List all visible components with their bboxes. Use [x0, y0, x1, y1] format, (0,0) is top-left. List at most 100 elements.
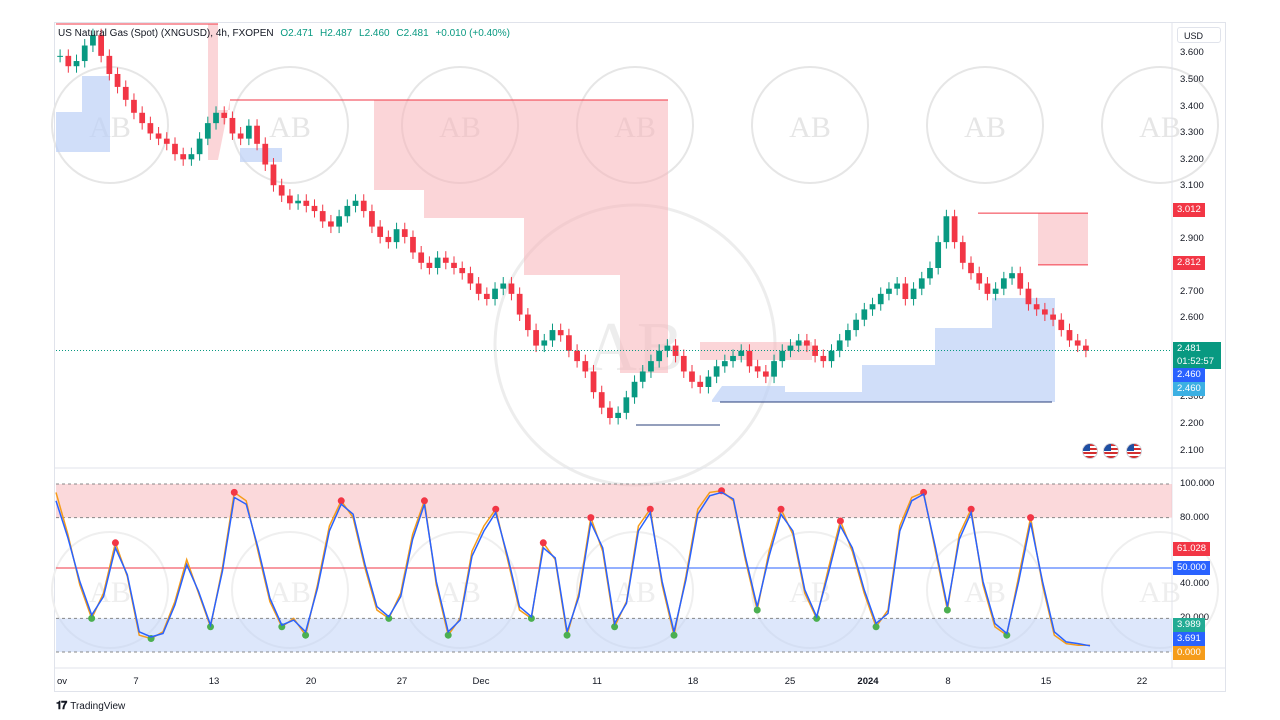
candle-body: [689, 371, 695, 382]
us-flag-icon[interactable]: [1103, 443, 1119, 459]
last-price-tag: 2.481: [1173, 342, 1221, 356]
bar-countdown-tag: 01:52:57: [1173, 355, 1221, 369]
sell-signal-dot: [646, 505, 654, 513]
candle-body: [795, 340, 802, 346]
candle-body: [590, 371, 597, 393]
candle-body: [1083, 345, 1089, 351]
candle-body: [385, 236, 392, 243]
candle-body: [131, 99, 137, 113]
price-tag-resistance-low: 2.812: [1173, 256, 1205, 270]
candle-body: [845, 330, 851, 341]
candle-body: [270, 164, 277, 186]
candle-body: [1074, 340, 1081, 346]
watermark-text: AB: [964, 111, 1006, 144]
support-zone: [712, 298, 1055, 402]
candle-body: [172, 143, 178, 155]
candle-body: [820, 355, 827, 362]
buy-signal-dot: [563, 631, 571, 639]
candle-body: [680, 355, 687, 372]
candle-body: [336, 216, 342, 227]
candle-body: [467, 273, 474, 284]
oscillator-tick: 80.000: [1180, 512, 1210, 523]
candle-body: [787, 345, 794, 351]
candle-body: [648, 361, 654, 372]
candle-body: [245, 125, 252, 139]
currency-selector[interactable]: USD: [1177, 27, 1221, 43]
time-tick: 15: [1040, 676, 1052, 687]
candle-body: [278, 185, 285, 196]
candle-body: [303, 200, 310, 206]
candle-body: [886, 288, 892, 294]
candle-body: [114, 73, 121, 87]
time-tick: 2024: [857, 676, 879, 687]
sell-signal-dot: [967, 505, 975, 513]
change-value: +0.010 (+0.40%): [435, 28, 510, 39]
oscillator-tick: 20.000: [1180, 612, 1209, 623]
candle-body: [762, 371, 769, 377]
candle-body: [229, 117, 236, 134]
sell-signal-dot: [230, 488, 238, 496]
candle-body: [771, 361, 777, 377]
price-tick: 2.900: [1180, 233, 1204, 244]
candle-body: [328, 221, 334, 227]
candle-body: [639, 371, 646, 382]
price-tick: 3.500: [1180, 74, 1204, 85]
buy-signal-dot: [444, 631, 452, 639]
oscillator-tick: 40.000: [1180, 578, 1210, 589]
candle-body: [533, 330, 539, 346]
candle-body: [524, 314, 531, 331]
watermark-text: AB: [789, 111, 831, 144]
buy-signal-dot: [872, 623, 880, 631]
candle-body: [393, 229, 400, 243]
price-tag-support-a: 2.460: [1173, 368, 1205, 382]
candle-body: [705, 376, 712, 387]
brand-label: TradingView: [70, 701, 126, 712]
price-tick: 3.600: [1180, 47, 1204, 58]
candle-body: [500, 283, 507, 289]
candle-body: [57, 55, 63, 57]
support-zone: [240, 148, 282, 162]
candle-body: [615, 412, 622, 419]
price-tick: 2.300: [1180, 391, 1204, 402]
candle-body: [319, 211, 326, 222]
candle-body: [451, 262, 457, 268]
oscillator-tag-zero: 0.000: [1173, 646, 1205, 660]
watermark-seal-icon: [751, 66, 869, 184]
candle-body: [237, 133, 244, 139]
support-zone: [56, 76, 110, 152]
candle-body: [910, 288, 917, 300]
sell-signal-dot: [420, 497, 428, 505]
us-flag-icon[interactable]: [1126, 443, 1142, 459]
candle-body: [664, 345, 671, 351]
candle-body: [98, 35, 105, 56]
candle-body: [730, 355, 736, 362]
candle-body: [935, 242, 942, 268]
candle-body: [566, 335, 572, 351]
candle-body: [574, 350, 580, 362]
candle-body: [927, 267, 933, 279]
candle-body: [377, 226, 384, 237]
candle-body: [262, 143, 269, 165]
candle-body: [369, 211, 375, 227]
symbol-title[interactable]: US Natural Gas (Spot) (XNGUSD), 4h, FXOP…: [58, 28, 274, 39]
us-flag-icon[interactable]: [1082, 443, 1098, 459]
high-value: H2.487: [320, 28, 353, 39]
candle-body: [672, 345, 679, 356]
price-tick: 2.600: [1180, 312, 1204, 323]
candle-body: [434, 257, 441, 268]
candle-body: [188, 154, 195, 160]
price-tick: 2.200: [1180, 418, 1204, 429]
candle-body: [1058, 319, 1065, 331]
oscillator-tick: 100.000: [1180, 478, 1215, 489]
candle-body: [968, 262, 974, 274]
candle-body: [549, 330, 556, 341]
buy-signal-dot: [670, 631, 678, 639]
resistance-zone: [1038, 213, 1088, 265]
tradingview-logo[interactable]: 𝟏𝟕 TradingView: [56, 700, 125, 713]
candle-body: [139, 112, 146, 124]
overbought-band: [56, 484, 1172, 518]
sell-signal-dot: [111, 539, 119, 547]
watermark-text: AB: [269, 111, 311, 144]
buy-signal-dot: [1003, 631, 1011, 639]
